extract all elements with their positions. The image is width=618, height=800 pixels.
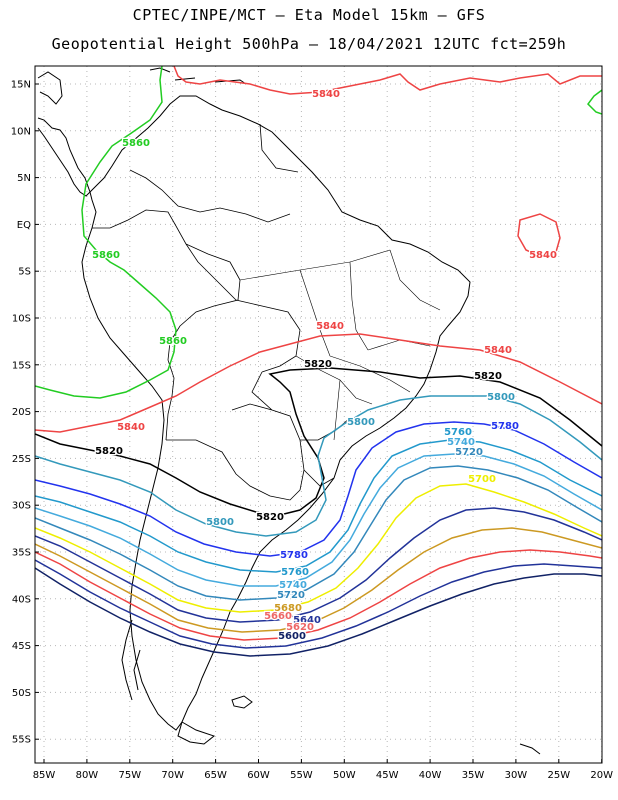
contour-label-5840: 5840 bbox=[117, 422, 145, 433]
contour-5860-east bbox=[587, 89, 602, 115]
south-georgia bbox=[519, 743, 541, 755]
lon-label: 60W bbox=[247, 770, 270, 781]
lat-label: 40S bbox=[12, 594, 31, 605]
contour-label-5600: 5600 bbox=[278, 631, 306, 642]
chile-coast-islands bbox=[121, 619, 141, 701]
lat-label: EQ bbox=[17, 220, 31, 231]
lon-label: 30W bbox=[505, 770, 528, 781]
contour-label-5740: 5740 bbox=[447, 437, 475, 448]
contour-5840-north bbox=[173, 66, 602, 95]
contour-5780 bbox=[35, 421, 602, 557]
lon-label: 65W bbox=[204, 770, 227, 781]
contour-label-5860: 5860 bbox=[122, 138, 150, 149]
contour-5720 bbox=[35, 465, 602, 601]
lat-label: 30S bbox=[12, 501, 31, 512]
falkland-islands bbox=[231, 695, 253, 709]
contour-label-5780: 5780 bbox=[280, 550, 308, 561]
contour-label-5700: 5700 bbox=[468, 474, 496, 485]
contour-label-5720: 5720 bbox=[277, 590, 305, 601]
lat-label: 55S bbox=[12, 735, 31, 746]
contour-label-5840: 5840 bbox=[529, 250, 557, 261]
latitude-labels: 15N 10N 5N EQ 5S 10S 15S 20S 25S 30S 35S 40S 45S 50S 5… bbox=[11, 80, 39, 746]
lon-label: 25W bbox=[547, 770, 570, 781]
contour-5760 bbox=[35, 439, 602, 573]
contour-5680b bbox=[35, 527, 602, 633]
contour-label-5840: 5840 bbox=[484, 345, 512, 356]
contour-lines bbox=[35, 66, 602, 657]
lat-label: 15S bbox=[12, 360, 31, 371]
contour-label-5760: 5760 bbox=[444, 427, 472, 438]
contour-label-5660: 5620 bbox=[286, 622, 314, 633]
lat-label: 10S bbox=[12, 314, 31, 325]
map-frame-background bbox=[35, 66, 602, 763]
lon-label: 50W bbox=[333, 770, 356, 781]
map-title: CPTEC/INPE/MCT – Eta Model 15km – GFS bbox=[132, 6, 486, 24]
contour-labels: 5840 5860 5860 5860 5840 5840 5840 5840 5820 5820… bbox=[91, 88, 558, 644]
map-frame bbox=[34, 65, 603, 764]
contour-label-5800: 5800 bbox=[347, 417, 375, 428]
yucatan-outline bbox=[37, 71, 63, 105]
contour-label-5820: 5820 bbox=[256, 512, 284, 523]
contour-5640 bbox=[35, 559, 602, 649]
lat-label: 20S bbox=[12, 407, 31, 418]
contour-label-5680: 5680 bbox=[274, 603, 302, 614]
lon-label: 85W bbox=[33, 770, 56, 781]
lon-label: 35W bbox=[462, 770, 485, 781]
contour-label-5840: 5840 bbox=[316, 321, 344, 332]
contour-label-5820: 5820 bbox=[474, 371, 502, 382]
tierra-del-fuego bbox=[177, 721, 216, 745]
contour-label-5800: 5800 bbox=[487, 392, 515, 403]
contour-label-5820: 5820 bbox=[95, 446, 123, 457]
longitude-labels: 85W 80W 75W 70W 65W 60W 55W 50W 45W 40W 35W 30W 25W 2… bbox=[33, 759, 613, 781]
contour-label-5660: 5660 bbox=[264, 611, 292, 622]
contour-label-5720: 5720 bbox=[455, 447, 483, 458]
contour-5660 bbox=[35, 549, 602, 641]
contour-label-5780: 5780 bbox=[491, 421, 519, 432]
lat-label: 35S bbox=[12, 548, 31, 559]
map-subtitle: Geopotential Height 500hPa – 18/04/2021 … bbox=[51, 35, 567, 53]
south-america-coastline bbox=[81, 95, 471, 731]
lon-label: 80W bbox=[76, 770, 99, 781]
contour-5680 bbox=[35, 507, 602, 623]
contour-label-5800: 5800 bbox=[206, 517, 234, 528]
contour-5700 bbox=[35, 483, 602, 613]
lon-label: 20W bbox=[590, 770, 613, 781]
contour-5860-west bbox=[35, 66, 177, 399]
lon-label: 75W bbox=[118, 770, 141, 781]
lat-label: 5N bbox=[17, 173, 31, 184]
lon-label: 70W bbox=[161, 770, 184, 781]
contour-label-5740: 5740 bbox=[279, 580, 307, 591]
contour-5820 bbox=[35, 367, 602, 517]
contour-label-5820: 5820 bbox=[304, 359, 332, 370]
lat-label: 10N bbox=[11, 126, 31, 137]
contour-label-5860: 5860 bbox=[159, 336, 187, 347]
lon-label: 45W bbox=[376, 770, 399, 781]
lat-label: 50S bbox=[12, 688, 31, 699]
lon-label: 40W bbox=[419, 770, 442, 781]
lat-label: 45S bbox=[12, 641, 31, 652]
contour-5600 bbox=[35, 567, 602, 657]
lat-label: 25S bbox=[12, 454, 31, 465]
lat-label: 5S bbox=[18, 267, 31, 278]
contour-label-5760: 5760 bbox=[281, 567, 309, 578]
contour-5800 bbox=[35, 395, 602, 537]
contour-label-5640: 5640 bbox=[293, 615, 321, 626]
lat-label: 15N bbox=[11, 80, 31, 91]
contour-5840-main bbox=[35, 333, 602, 433]
contour-5740 bbox=[35, 453, 602, 587]
contour-label-5860: 5860 bbox=[92, 250, 120, 261]
contour-label-5840: 5840 bbox=[312, 89, 340, 100]
contour-5840-closed bbox=[517, 213, 561, 257]
lon-label: 55W bbox=[290, 770, 313, 781]
